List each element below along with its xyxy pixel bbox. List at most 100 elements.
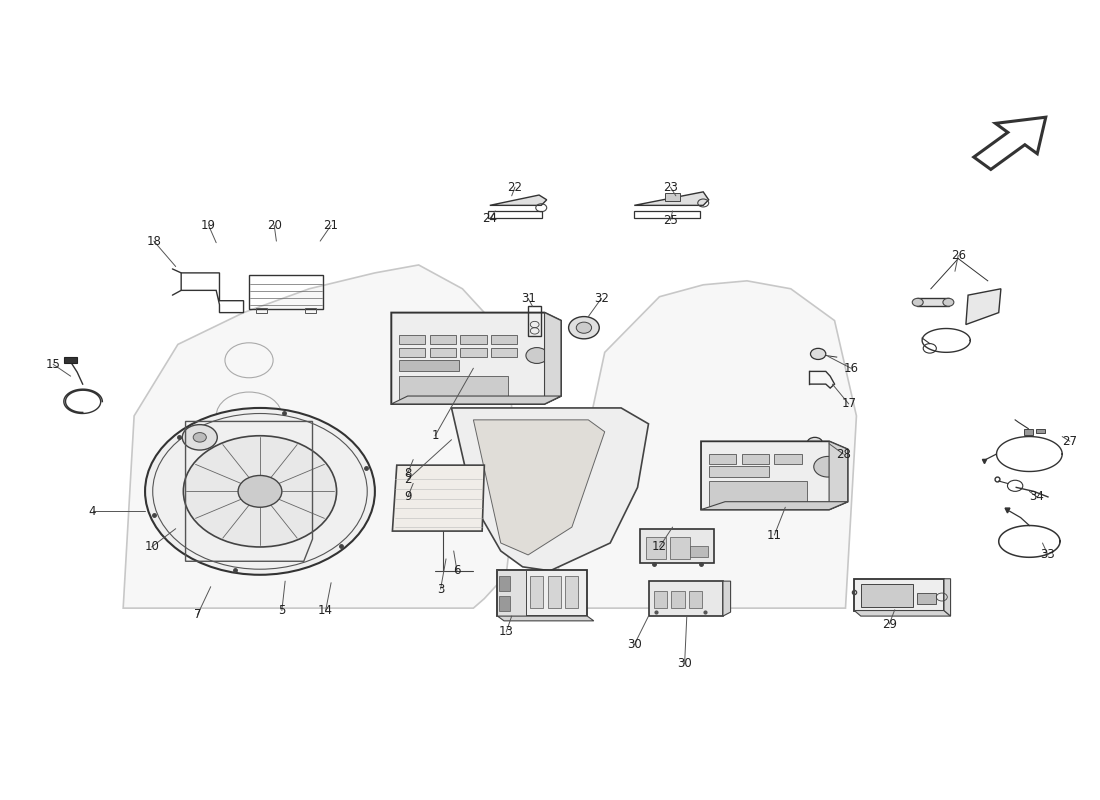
Polygon shape [393, 465, 484, 531]
Bar [565, 576, 579, 608]
Circle shape [184, 436, 337, 547]
Text: 3: 3 [437, 582, 444, 595]
Text: 1: 1 [431, 430, 439, 442]
Bar [498, 576, 509, 590]
Bar [654, 590, 667, 608]
Bar [741, 454, 769, 463]
Text: 30: 30 [627, 638, 641, 651]
Text: 10: 10 [144, 541, 159, 554]
Circle shape [145, 408, 375, 574]
Bar [708, 466, 769, 477]
Text: 20: 20 [267, 218, 282, 232]
Text: 9: 9 [404, 490, 411, 503]
Bar [399, 360, 459, 371]
Text: 33: 33 [1041, 549, 1055, 562]
Text: 2: 2 [404, 473, 411, 486]
Text: 18: 18 [146, 234, 162, 248]
Polygon shape [497, 616, 594, 621]
Polygon shape [635, 192, 708, 206]
Text: 14: 14 [318, 604, 333, 617]
Bar [430, 335, 455, 344]
Circle shape [811, 348, 826, 359]
Polygon shape [829, 442, 848, 510]
Bar [708, 481, 807, 506]
Circle shape [814, 457, 843, 477]
Text: 31: 31 [520, 292, 536, 305]
Polygon shape [723, 581, 730, 616]
Bar [497, 570, 587, 616]
Bar [671, 590, 684, 608]
Bar [497, 570, 526, 616]
Text: 12: 12 [652, 541, 667, 554]
Text: 8: 8 [404, 466, 411, 479]
Bar [249, 275, 323, 309]
Bar [255, 308, 266, 314]
Polygon shape [855, 610, 950, 616]
Polygon shape [944, 578, 950, 616]
Polygon shape [544, 313, 561, 404]
Polygon shape [701, 442, 848, 510]
Text: 21: 21 [323, 218, 339, 232]
Bar [528, 306, 541, 337]
Polygon shape [490, 195, 547, 206]
Bar [855, 578, 944, 610]
Text: 11: 11 [767, 529, 782, 542]
Bar [670, 537, 690, 559]
Polygon shape [550, 281, 857, 608]
Bar [708, 454, 736, 463]
Polygon shape [966, 289, 1001, 325]
Bar [1036, 429, 1045, 434]
Circle shape [238, 475, 282, 507]
Circle shape [576, 322, 592, 334]
Bar [1024, 429, 1033, 435]
Polygon shape [916, 298, 949, 306]
Bar [664, 194, 680, 202]
Text: 19: 19 [201, 218, 216, 232]
Text: 15: 15 [46, 358, 60, 370]
Bar [491, 335, 517, 344]
Text: 26: 26 [950, 249, 966, 262]
Bar [548, 576, 561, 608]
Bar [649, 581, 723, 616]
Bar [689, 590, 702, 608]
Circle shape [943, 298, 954, 306]
Text: 30: 30 [678, 658, 692, 670]
Bar [430, 347, 455, 357]
Text: 29: 29 [882, 618, 896, 630]
Bar [916, 593, 936, 604]
Circle shape [183, 425, 218, 450]
Polygon shape [473, 420, 605, 555]
Circle shape [912, 298, 923, 306]
Text: 17: 17 [842, 398, 856, 410]
Text: 4: 4 [89, 505, 97, 518]
Bar [491, 347, 517, 357]
Text: 24: 24 [482, 212, 497, 226]
Bar [861, 583, 913, 607]
Text: 7: 7 [194, 608, 201, 621]
Bar [774, 454, 802, 463]
Text: 32: 32 [594, 292, 609, 305]
Bar [647, 537, 666, 559]
Text: 23: 23 [663, 181, 678, 194]
Bar [460, 335, 486, 344]
Bar [690, 546, 707, 558]
Polygon shape [701, 502, 848, 510]
Text: 27: 27 [1063, 435, 1077, 448]
Bar [460, 347, 486, 357]
Circle shape [807, 438, 823, 449]
Bar [487, 211, 542, 218]
Text: 28: 28 [836, 447, 850, 461]
Bar [399, 376, 508, 400]
Bar [64, 357, 77, 363]
Bar [498, 596, 509, 610]
Bar [640, 530, 714, 563]
Text: 6: 6 [453, 564, 461, 578]
Bar [635, 211, 700, 218]
Text: 22: 22 [507, 181, 522, 194]
Bar [305, 308, 316, 314]
Polygon shape [451, 408, 649, 571]
Text: 16: 16 [844, 362, 858, 374]
Bar [530, 576, 543, 608]
Text: 34: 34 [1030, 490, 1045, 503]
Bar [399, 347, 426, 357]
